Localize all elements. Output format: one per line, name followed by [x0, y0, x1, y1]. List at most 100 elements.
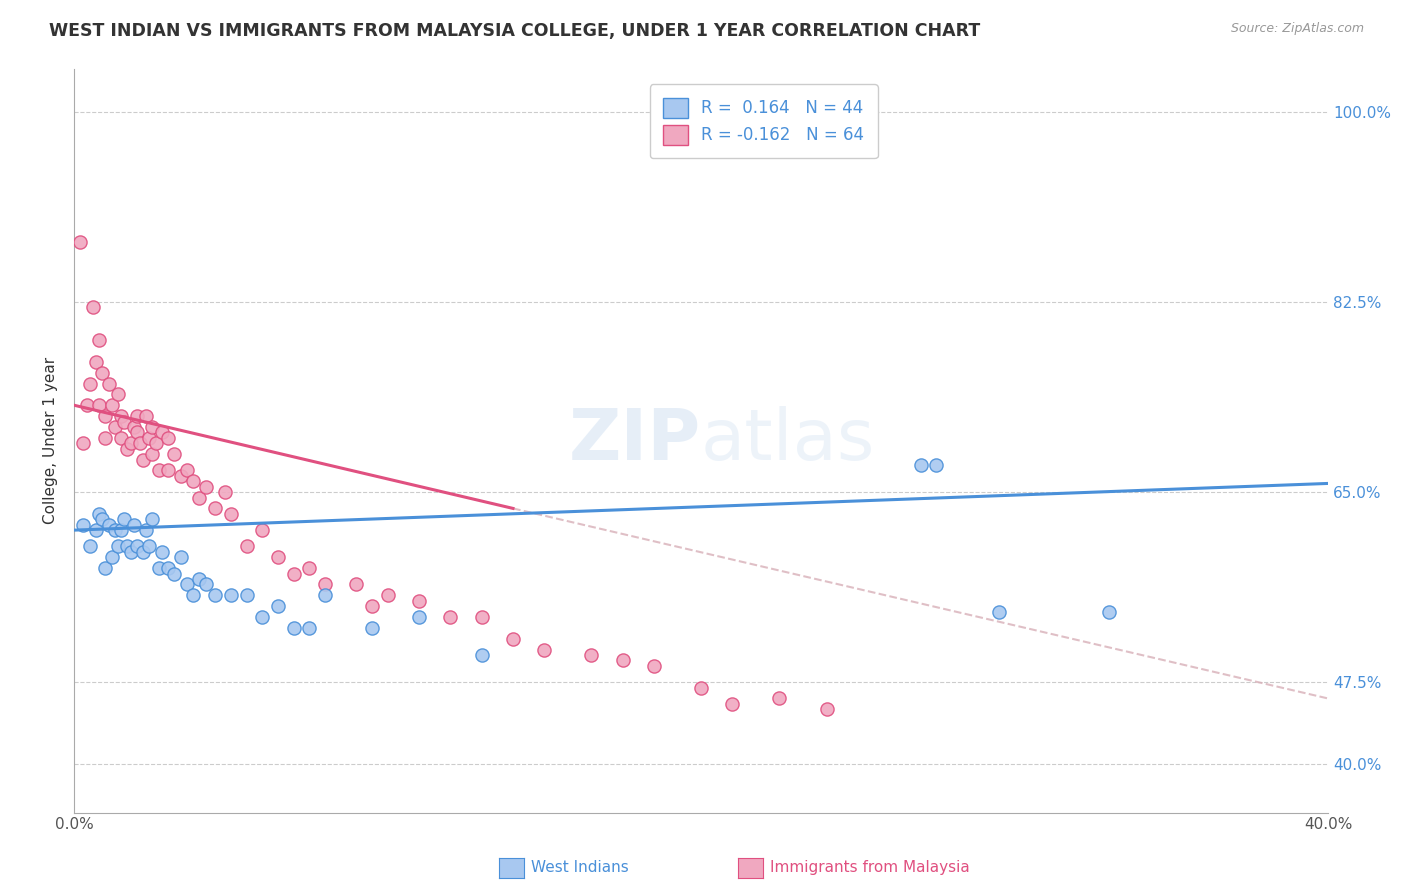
Point	[100, 550, 122, 565]
Point	[267, 599, 290, 614]
Point	[117, 540, 139, 554]
Point	[145, 436, 167, 450]
Point	[214, 485, 236, 500]
Point	[150, 545, 173, 559]
Point	[408, 610, 430, 624]
Point	[72, 436, 94, 450]
Point	[122, 517, 145, 532]
Point	[612, 653, 634, 667]
Point	[100, 398, 122, 412]
Point	[135, 523, 157, 537]
Point	[194, 577, 217, 591]
Point	[267, 550, 290, 565]
Point	[122, 420, 145, 434]
Point	[298, 561, 321, 575]
Point	[314, 588, 336, 602]
Point	[141, 512, 163, 526]
Point	[181, 588, 204, 602]
Point	[815, 702, 838, 716]
Point	[112, 415, 135, 429]
Point	[250, 523, 273, 537]
Point	[170, 468, 193, 483]
Point	[910, 458, 932, 472]
Point	[768, 691, 790, 706]
Point	[163, 566, 186, 581]
Point	[148, 561, 170, 575]
Point	[157, 463, 180, 477]
Point	[125, 409, 148, 423]
Point	[250, 610, 273, 624]
Point	[643, 659, 665, 673]
Point	[194, 480, 217, 494]
Point	[150, 425, 173, 440]
Point	[219, 507, 242, 521]
Y-axis label: College, Under 1 year: College, Under 1 year	[44, 357, 58, 524]
Point	[176, 577, 198, 591]
Point	[94, 431, 117, 445]
Point	[502, 632, 524, 646]
Point	[107, 387, 129, 401]
Point	[298, 621, 321, 635]
Point	[104, 420, 127, 434]
Point	[439, 610, 461, 624]
Point	[176, 463, 198, 477]
Point	[97, 376, 120, 391]
Point	[361, 621, 384, 635]
Point	[141, 447, 163, 461]
Point	[79, 376, 101, 391]
Point	[120, 545, 142, 559]
Point	[110, 409, 132, 423]
Point	[132, 452, 155, 467]
Point	[314, 577, 336, 591]
Point	[82, 301, 104, 315]
Point	[84, 523, 107, 537]
Point	[581, 648, 603, 662]
Point	[377, 588, 399, 602]
Point	[107, 540, 129, 554]
Point	[148, 463, 170, 477]
Point	[120, 436, 142, 450]
Point	[721, 697, 744, 711]
Text: West Indians: West Indians	[531, 861, 630, 875]
Point	[110, 523, 132, 537]
Point	[110, 431, 132, 445]
Text: ZIP: ZIP	[569, 406, 702, 475]
Point	[94, 561, 117, 575]
Point	[471, 648, 494, 662]
Point	[69, 235, 91, 250]
Point	[132, 545, 155, 559]
Point	[1098, 605, 1121, 619]
Point	[471, 610, 494, 624]
Text: atlas: atlas	[702, 406, 876, 475]
Point	[91, 366, 114, 380]
Point	[157, 431, 180, 445]
Point	[219, 588, 242, 602]
Text: Source: ZipAtlas.com: Source: ZipAtlas.com	[1230, 22, 1364, 36]
Point	[112, 512, 135, 526]
Point	[138, 540, 160, 554]
Point	[163, 447, 186, 461]
Point	[84, 355, 107, 369]
Point	[283, 621, 305, 635]
Legend: R =  0.164   N = 44, R = -0.162   N = 64: R = 0.164 N = 44, R = -0.162 N = 64	[650, 84, 877, 158]
Point	[204, 588, 226, 602]
Point	[138, 431, 160, 445]
Point	[94, 409, 117, 423]
Point	[533, 642, 555, 657]
Point	[89, 398, 111, 412]
Point	[79, 540, 101, 554]
Point	[361, 599, 384, 614]
Point	[72, 517, 94, 532]
Point	[141, 420, 163, 434]
Point	[125, 540, 148, 554]
Point	[129, 436, 152, 450]
Point	[76, 398, 98, 412]
Point	[690, 681, 713, 695]
Point	[157, 561, 180, 575]
Point	[104, 523, 127, 537]
Point	[987, 605, 1010, 619]
Point	[170, 550, 193, 565]
Text: Immigrants from Malaysia: Immigrants from Malaysia	[770, 861, 970, 875]
Point	[925, 458, 948, 472]
Point	[117, 442, 139, 456]
